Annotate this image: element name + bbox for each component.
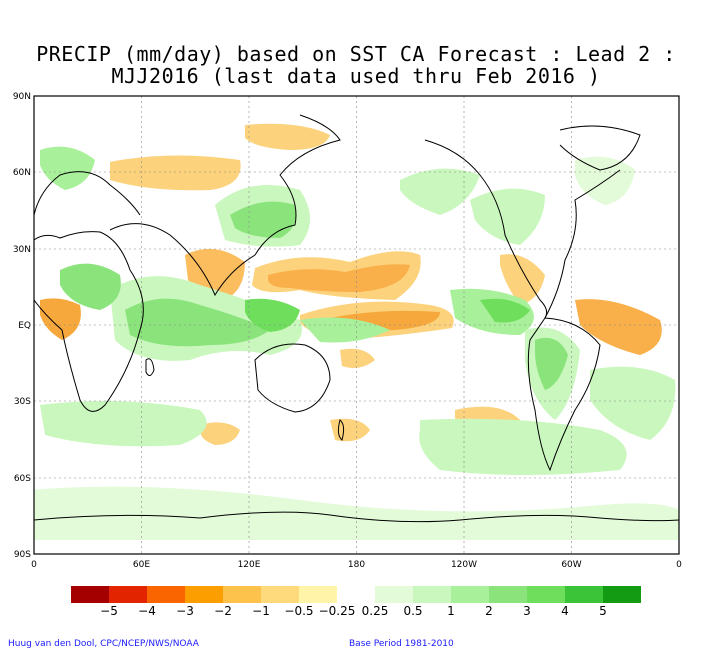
lat-label-90n: 90N xyxy=(13,92,31,102)
legend-swatch-3 xyxy=(185,586,223,603)
lon-label-0-left: 0 xyxy=(31,560,37,570)
legend-label-0: −5 xyxy=(100,604,118,618)
lon-label-180: 180 xyxy=(348,560,365,570)
lat-label-eq: EQ xyxy=(18,321,31,331)
credit-text: Huug van den Dool, CPC/NCEP/NWS/NOAA xyxy=(8,639,199,649)
wet-anomaly-antarctic-rim xyxy=(34,486,679,540)
legend-label-7: 0.25 xyxy=(362,604,389,618)
coast-antarctica xyxy=(34,511,679,523)
coastlines xyxy=(34,114,679,523)
wet-anomaly-west-pacific xyxy=(300,317,390,343)
dry-anomaly-west-africa xyxy=(40,298,81,340)
dry-anomaly-siberia xyxy=(245,123,330,150)
legend-label-11: 3 xyxy=(523,604,531,618)
dry-anomaly-atlantic xyxy=(575,299,662,355)
wet-anomaly-asia-core xyxy=(230,201,296,238)
dry-anomaly-south-pacific-3 xyxy=(340,348,375,368)
legend-label-8: 0.5 xyxy=(403,604,422,618)
coast-africa-europe xyxy=(34,231,144,412)
precip-anomaly-shading xyxy=(34,123,679,540)
legend-swatch-13 xyxy=(565,586,603,603)
legend-label-4: −1 xyxy=(252,604,270,618)
dry-anomaly-south-pacific-2 xyxy=(330,418,370,442)
legend-swatch-0 xyxy=(71,586,109,603)
wet-anomaly-east-pacific-core xyxy=(480,298,530,323)
map-frame xyxy=(33,95,680,555)
map-gridlines xyxy=(34,96,679,554)
coast-australia xyxy=(254,343,331,413)
coast-new-zealand xyxy=(337,419,345,441)
latitude-labels: 90N 60N 30N EQ 30S 60S 90S xyxy=(13,92,31,560)
wet-anomaly-south-pacific-belt xyxy=(419,418,627,475)
dry-anomaly-south-pacific-1 xyxy=(200,422,240,445)
coast-europe xyxy=(34,171,141,216)
legend-swatch-2 xyxy=(147,586,185,603)
coast-asia xyxy=(109,114,341,297)
legend-swatch-5 xyxy=(261,586,299,603)
legend-label-10: 2 xyxy=(485,604,493,618)
wet-anomaly-maritime-continent xyxy=(245,298,300,332)
legend-label-1: −4 xyxy=(138,604,156,618)
lon-label-0-right: 0 xyxy=(676,560,682,570)
legend-swatch-1 xyxy=(109,586,147,603)
legend-swatch-9 xyxy=(413,586,451,603)
wet-anomaly-africa xyxy=(60,263,121,310)
legend-label-13: 5 xyxy=(599,604,607,618)
legend-label-6: −0.25 xyxy=(319,604,356,618)
wet-anomaly-south-america-core xyxy=(535,337,568,390)
longitude-labels: 0 60E 120E 180 120W 60W 0 xyxy=(31,560,682,570)
wet-anomaly-south-atlantic-belt xyxy=(590,366,676,440)
wet-anomaly-north-atlantic-belt xyxy=(400,168,480,215)
coast-south-america xyxy=(527,317,601,472)
lat-label-60n: 60N xyxy=(13,168,31,178)
legend-label-2: −3 xyxy=(176,604,194,618)
lat-label-30s: 30S xyxy=(14,397,31,407)
dry-anomaly-tropical-pacific-core xyxy=(268,264,410,292)
legend-swatch-8 xyxy=(375,586,413,603)
title-line-2: MJJ2016 (last data used thru Feb 2016 ) xyxy=(111,64,601,88)
base-period-text: Base Period 1981-2010 xyxy=(349,639,454,649)
color-legend: −5 −4 −3 −2 −1 −0.5 −0.25 0.25 0.5 1 2 3 4 5 xyxy=(71,586,641,618)
legend-swatch-14 xyxy=(603,586,641,603)
dry-anomaly-north-atlantic xyxy=(110,155,241,191)
coast-north-america xyxy=(424,139,548,319)
lon-label-60e: 60E xyxy=(133,560,150,570)
coast-madagascar xyxy=(145,358,155,376)
coast-north-america-east xyxy=(544,169,621,319)
wet-anomaly-north-america xyxy=(470,188,545,245)
legend-swatch-6 xyxy=(299,586,337,603)
wet-anomaly-south-indian-belt xyxy=(40,401,207,447)
legend-swatch-10 xyxy=(451,586,489,603)
legend-label-5: −0.5 xyxy=(284,604,313,618)
wet-anomaly-europe xyxy=(40,146,95,190)
coast-greenland xyxy=(559,125,641,171)
legend-label-3: −2 xyxy=(214,604,232,618)
wet-anomaly-indian-ocean-core xyxy=(125,298,270,347)
legend-swatch-11 xyxy=(489,586,527,603)
lon-label-60w: 60W xyxy=(561,560,581,570)
lat-label-60s: 60S xyxy=(14,474,31,484)
lat-label-30n: 30N xyxy=(13,245,31,255)
lon-label-120w: 120W xyxy=(451,560,477,570)
legend-label-9: 1 xyxy=(447,604,455,618)
legend-swatch-4 xyxy=(223,586,261,603)
lon-label-120e: 120E xyxy=(238,560,261,570)
legend-swatch-12 xyxy=(527,586,565,603)
lat-label-90s: 90S xyxy=(14,550,31,560)
legend-label-12: 4 xyxy=(561,604,569,618)
dry-anomaly-mexico xyxy=(500,254,545,305)
legend-swatch-7 xyxy=(337,586,375,603)
title-line-1: PRECIP (mm/day) based on SST CA Forecast… xyxy=(36,42,676,66)
